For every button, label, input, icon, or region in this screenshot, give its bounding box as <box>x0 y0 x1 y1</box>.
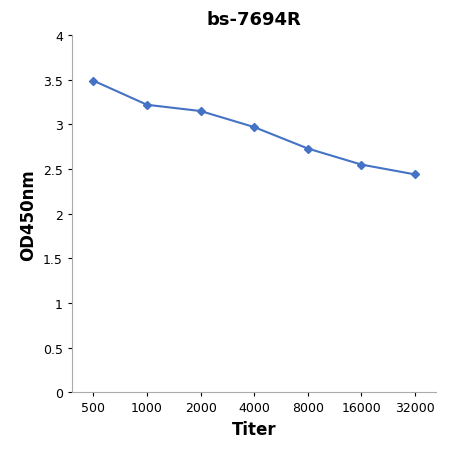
X-axis label: Titer: Titer <box>232 420 277 438</box>
Title: bs-7694R: bs-7694R <box>207 11 302 29</box>
Y-axis label: OD450nm: OD450nm <box>19 169 37 260</box>
